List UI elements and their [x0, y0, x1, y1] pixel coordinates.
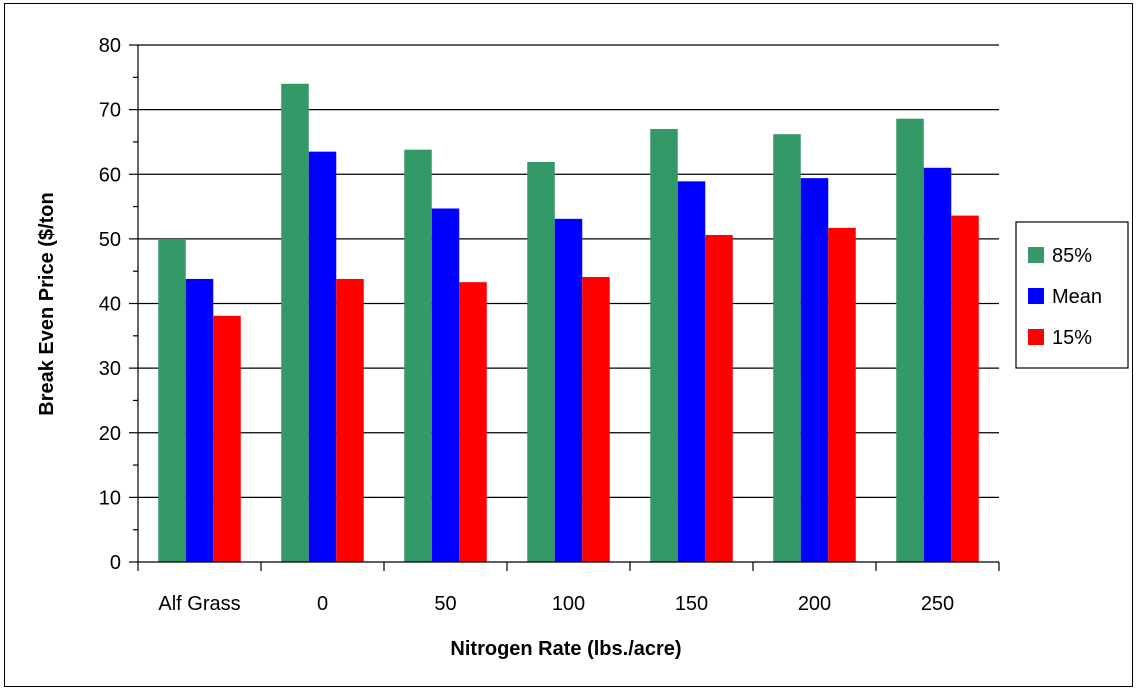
bar-100-85pct [527, 161, 555, 562]
bar-150-85pct [650, 129, 678, 562]
bar-250-85pct [896, 118, 924, 563]
bar-200-85pct [773, 134, 801, 562]
legend-label-85pct: 85% [1052, 245, 1092, 267]
bar-100-15pct [582, 277, 610, 562]
y-tick-label-20: 20 [99, 423, 121, 445]
y-tick-label-60: 60 [99, 164, 121, 186]
bar-50-15pct [459, 282, 487, 562]
x-tick-label-250: 250 [921, 593, 954, 615]
bar-0-mean [308, 151, 337, 562]
bar-alf-grass-15pct [213, 315, 241, 562]
y-tick-label-10: 10 [99, 487, 121, 509]
bar-50-mean [431, 208, 460, 562]
y-axis-title: Break Even Price ($/ton [36, 192, 58, 415]
legend-label-mean: Mean [1052, 286, 1102, 308]
bar-250-15pct [951, 215, 979, 563]
legend-swatch-15pct [1028, 329, 1044, 345]
bar-alf-grass-85pct [158, 238, 186, 562]
y-tick-label-50: 50 [99, 229, 121, 251]
legend: 85% Mean 15% [1015, 221, 1129, 369]
legend-swatch-mean [1028, 288, 1044, 304]
bar-200-mean [800, 178, 829, 562]
bar-alf-grass-mean [185, 278, 214, 562]
legend-label-15pct: 15% [1052, 327, 1092, 349]
x-axis-title: Nitrogen Rate (lbs./acre) [450, 638, 681, 660]
y-tick-label-70: 70 [99, 100, 121, 122]
bar-250-mean [923, 167, 952, 562]
y-tick-label-30: 30 [99, 358, 121, 380]
bar-100-mean [554, 218, 583, 562]
bar-150-15pct [705, 234, 733, 562]
bar-0-15pct [336, 278, 364, 562]
x-tick-label-100: 100 [552, 593, 585, 615]
y-tick-label-0: 0 [110, 552, 121, 574]
bars [158, 83, 979, 563]
tick-labels: 0 10 20 30 40 50 60 70 80 Alf Grass 0 50 100 150 200 25… [99, 35, 954, 615]
y-tick-label-80: 80 [99, 35, 121, 57]
y-tick-label-40: 40 [99, 294, 121, 316]
x-tick-label-0: 0 [317, 593, 328, 615]
bar-200-15pct [828, 227, 856, 563]
x-tick-label-150: 150 [675, 593, 708, 615]
legend-swatch-85pct [1028, 247, 1044, 263]
bar-0-85pct [281, 83, 309, 563]
x-tick-label-alf-grass: Alf Grass [158, 593, 240, 615]
bar-150-mean [677, 181, 706, 562]
x-tick-label-200: 200 [798, 593, 831, 615]
x-tick-label-50: 50 [434, 593, 456, 615]
bar-50-85pct [404, 149, 432, 562]
axes [129, 44, 1000, 571]
